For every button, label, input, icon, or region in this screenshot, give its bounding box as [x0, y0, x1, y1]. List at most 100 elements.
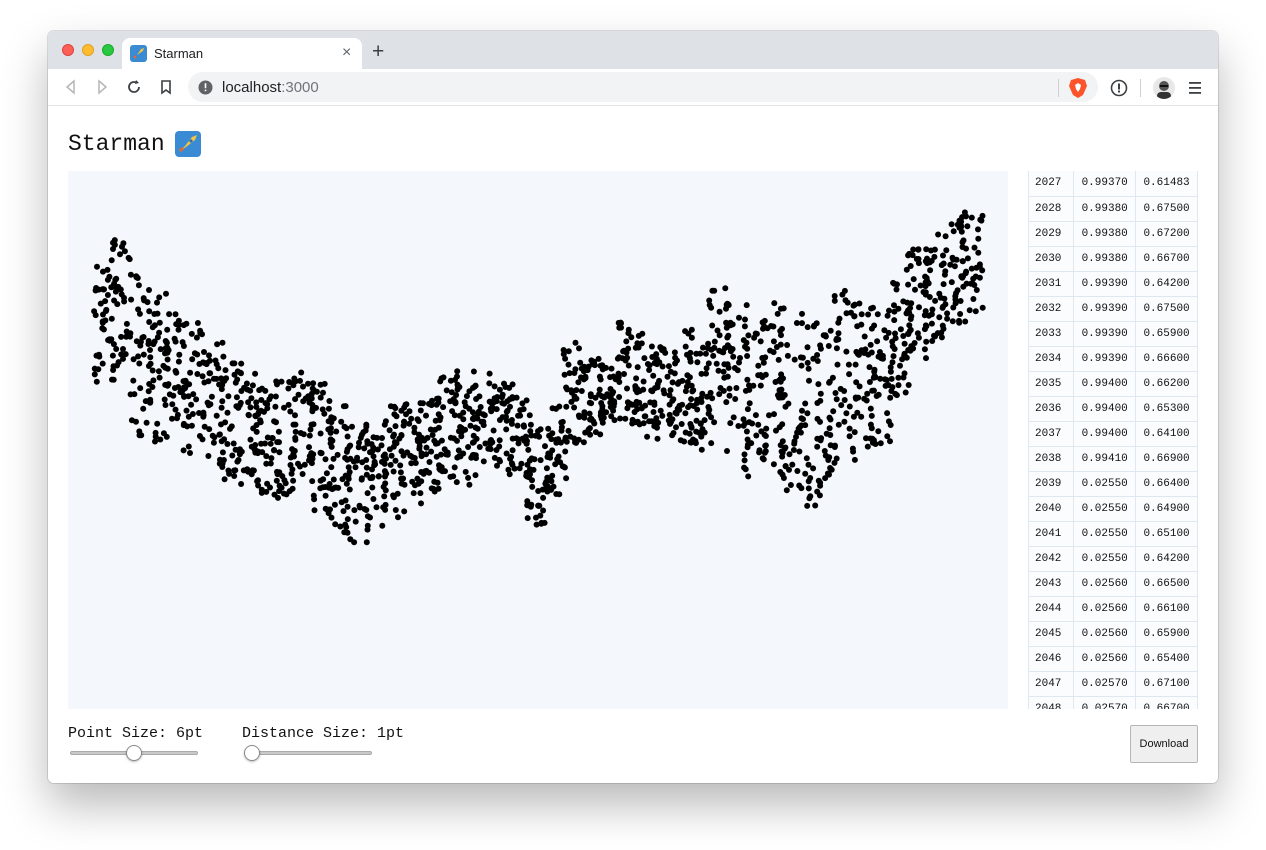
- data-point: [166, 391, 173, 398]
- data-point: [897, 362, 903, 369]
- data-point: [805, 485, 812, 492]
- data-point: [953, 256, 960, 263]
- data-point: [524, 461, 531, 468]
- table-row: 2042 0.02550 0.64200: [1029, 546, 1198, 572]
- data-point: [96, 351, 102, 358]
- close-window-button[interactable]: [62, 44, 74, 56]
- table-row: 2033 0.99390 0.65900: [1029, 321, 1198, 347]
- data-point: [140, 405, 147, 412]
- data-table[interactable]: 2027 0.99370 0.61483 2028 0.99380 0.67500 2029…: [1028, 171, 1198, 709]
- data-point: [472, 382, 479, 389]
- tab-starman[interactable]: Starman ×: [122, 38, 362, 69]
- data-point: [339, 476, 346, 483]
- data-point: [367, 475, 374, 482]
- data-point: [112, 276, 119, 283]
- table-cell: 0.99370: [1073, 171, 1137, 197]
- data-point: [732, 396, 739, 402]
- data-point: [883, 334, 890, 341]
- table-cell: 0.66700: [1135, 696, 1198, 709]
- data-point: [311, 507, 318, 514]
- maximize-window-button[interactable]: [102, 44, 114, 56]
- address-bar[interactable]: localhost:3000: [188, 72, 1098, 102]
- url-text[interactable]: localhost:3000: [222, 79, 319, 96]
- profile-avatar[interactable]: [1153, 77, 1175, 99]
- data-point: [110, 341, 117, 348]
- data-point: [561, 371, 568, 378]
- new-tab-button[interactable]: +: [372, 40, 385, 63]
- brave-shield-icon[interactable]: [1068, 77, 1088, 99]
- data-point: [309, 405, 316, 411]
- data-point: [885, 418, 892, 425]
- data-point: [786, 466, 792, 473]
- data-point: [972, 308, 979, 315]
- data-point: [915, 246, 922, 253]
- minimize-window-button[interactable]: [82, 44, 94, 56]
- data-point: [438, 451, 444, 458]
- data-point: [331, 484, 338, 491]
- data-point: [147, 354, 154, 361]
- data-point: [378, 442, 385, 449]
- menu-icon[interactable]: [1188, 80, 1202, 96]
- data-point: [778, 386, 785, 393]
- data-point: [907, 263, 914, 269]
- data-point: [273, 477, 280, 484]
- data-point: [289, 380, 296, 387]
- data-point: [902, 389, 909, 396]
- data-point: [705, 360, 712, 367]
- table-row: 2046 0.02560 0.65400: [1029, 646, 1198, 672]
- data-point: [797, 429, 804, 436]
- back-icon[interactable]: [62, 78, 80, 96]
- reload-icon[interactable]: [125, 78, 143, 96]
- data-point: [580, 439, 587, 446]
- bookmark-icon[interactable]: [157, 78, 175, 96]
- data-point: [555, 436, 562, 443]
- data-point: [686, 374, 693, 381]
- data-point: [954, 287, 961, 294]
- distance-size-label: Distance Size: 1pt: [242, 725, 405, 742]
- info-icon[interactable]: [198, 80, 213, 95]
- data-point: [382, 506, 389, 513]
- data-point: [964, 255, 971, 262]
- distance-size-slider-thumb[interactable]: [244, 745, 260, 761]
- table-cell: 2047: [1029, 671, 1075, 697]
- data-point: [488, 408, 495, 415]
- data-point: [320, 389, 326, 396]
- data-point: [844, 299, 851, 306]
- close-tab-icon[interactable]: ×: [342, 44, 352, 61]
- data-point: [735, 423, 742, 429]
- data-point: [343, 425, 350, 432]
- data-point: [145, 363, 152, 369]
- data-point: [429, 432, 436, 438]
- download-button[interactable]: Download: [1130, 725, 1198, 763]
- data-point: [799, 320, 805, 327]
- data-point: [786, 451, 793, 458]
- data-point: [156, 319, 163, 326]
- data-point: [222, 367, 229, 374]
- extension-icon[interactable]: [1110, 79, 1128, 97]
- data-point: [406, 408, 413, 415]
- data-point: [332, 521, 339, 528]
- data-point: [709, 287, 716, 294]
- data-point: [440, 374, 447, 381]
- forward-icon[interactable]: [93, 78, 111, 96]
- table-cell: 0.65400: [1135, 646, 1198, 672]
- data-point: [931, 246, 938, 253]
- point-size-slider-thumb[interactable]: [126, 745, 142, 761]
- data-point: [367, 514, 373, 521]
- data-point: [970, 296, 977, 302]
- data-point: [443, 387, 450, 394]
- data-point: [352, 518, 359, 525]
- data-point: [194, 351, 201, 358]
- data-point: [417, 407, 424, 414]
- data-point: [565, 427, 572, 434]
- data-point: [818, 435, 825, 442]
- data-point: [343, 480, 350, 487]
- distance-size-slider-track[interactable]: [244, 751, 372, 755]
- data-point: [120, 355, 126, 362]
- data-point: [480, 458, 487, 465]
- data-point: [891, 346, 898, 352]
- data-point: [639, 404, 646, 411]
- data-point: [755, 362, 762, 369]
- data-point: [688, 334, 695, 341]
- scatter-plot[interactable]: [68, 171, 1008, 709]
